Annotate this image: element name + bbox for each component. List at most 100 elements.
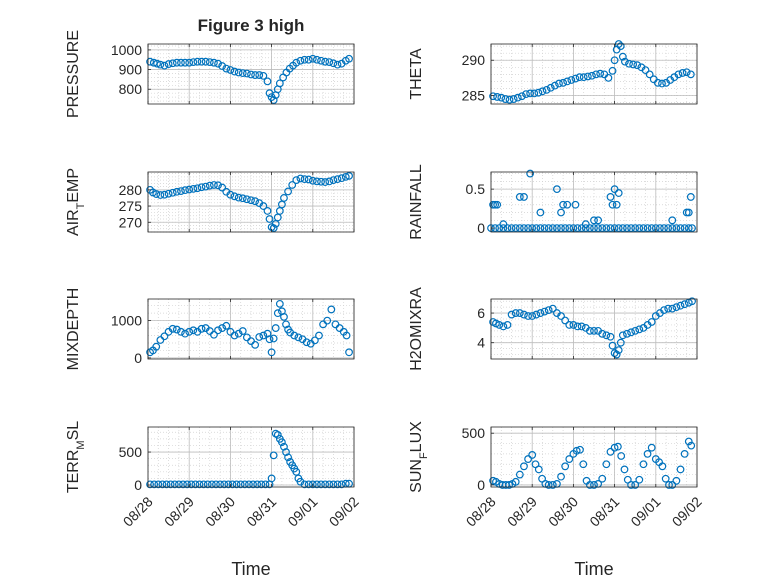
data-point bbox=[664, 304, 673, 313]
data-point bbox=[661, 474, 670, 483]
data-point bbox=[205, 58, 214, 66]
data-point bbox=[606, 193, 615, 201]
y-axis-label: TERRMSL bbox=[65, 421, 87, 493]
data-point bbox=[676, 465, 685, 474]
data-point bbox=[627, 224, 635, 233]
data-point bbox=[345, 348, 353, 357]
data-point bbox=[273, 309, 282, 318]
data-point bbox=[222, 321, 231, 330]
data-point bbox=[536, 208, 545, 217]
data-point bbox=[240, 480, 249, 489]
data-point bbox=[627, 328, 635, 337]
data-point bbox=[269, 224, 278, 233]
data-point bbox=[557, 208, 565, 217]
data-point bbox=[643, 449, 652, 458]
data-point bbox=[152, 342, 161, 351]
data-point bbox=[515, 224, 524, 233]
data-point bbox=[590, 326, 598, 335]
data-point bbox=[674, 70, 683, 79]
data-point bbox=[224, 480, 233, 489]
data-point bbox=[668, 304, 677, 313]
data-point bbox=[602, 460, 611, 469]
data-point bbox=[571, 74, 580, 83]
data-point bbox=[177, 327, 185, 336]
data-point bbox=[610, 56, 619, 65]
data-point bbox=[559, 200, 567, 209]
data-point bbox=[505, 481, 514, 489]
data-point bbox=[581, 224, 590, 233]
data-point bbox=[302, 338, 311, 347]
data-point bbox=[579, 460, 588, 469]
data-point bbox=[174, 480, 183, 489]
y-tick-label: 800 bbox=[119, 81, 143, 97]
data-point bbox=[497, 93, 506, 102]
data-point bbox=[317, 56, 325, 65]
data-point bbox=[532, 310, 541, 319]
data-point bbox=[187, 480, 196, 489]
data-point bbox=[553, 224, 561, 233]
data-point bbox=[345, 171, 353, 180]
x-tick-label: 08/30 bbox=[202, 493, 238, 529]
data-point bbox=[156, 191, 165, 199]
data-point bbox=[507, 224, 516, 233]
data-point bbox=[590, 216, 598, 225]
data-point bbox=[234, 329, 243, 338]
data-point bbox=[300, 175, 309, 184]
data-point bbox=[263, 77, 272, 86]
data-point bbox=[544, 224, 553, 233]
data-point bbox=[627, 481, 635, 489]
data-point bbox=[557, 224, 565, 233]
data-point bbox=[267, 348, 276, 357]
y-axis-label: MIXDEPTH bbox=[65, 288, 82, 371]
data-point bbox=[592, 70, 600, 79]
data-point bbox=[210, 330, 218, 339]
data-point bbox=[214, 181, 222, 190]
data-point bbox=[205, 181, 214, 190]
data-point bbox=[499, 220, 508, 229]
data-point bbox=[185, 327, 194, 336]
data-point bbox=[561, 462, 570, 471]
data-point bbox=[635, 224, 644, 233]
data-point bbox=[342, 331, 351, 340]
data-point bbox=[505, 95, 514, 104]
data-point bbox=[284, 187, 292, 196]
data-point bbox=[645, 70, 654, 79]
x-tick-label: 09/01 bbox=[284, 493, 320, 529]
y-axis-label: AIRTEMP bbox=[65, 168, 87, 236]
data-point bbox=[557, 312, 565, 320]
data-point bbox=[668, 216, 677, 225]
data-point bbox=[684, 224, 693, 233]
data-point bbox=[153, 59, 161, 68]
data-point bbox=[590, 224, 598, 233]
data-point bbox=[160, 332, 169, 341]
data-point bbox=[168, 188, 177, 197]
data-point bbox=[617, 452, 626, 460]
data-point bbox=[658, 462, 667, 471]
data-point bbox=[608, 341, 617, 350]
data-point bbox=[618, 331, 627, 340]
data-point bbox=[581, 220, 590, 229]
data-point bbox=[181, 58, 189, 67]
data-point bbox=[604, 73, 613, 82]
data-point bbox=[606, 332, 615, 341]
data-point bbox=[189, 58, 198, 66]
data-point bbox=[660, 224, 668, 233]
data-point bbox=[251, 340, 260, 349]
y-axis-label: H2OMIXRA bbox=[408, 287, 425, 371]
data-point bbox=[230, 331, 239, 340]
data-point bbox=[292, 58, 301, 67]
y-axis-label: SUNFLUX bbox=[408, 421, 430, 493]
data-point bbox=[292, 176, 301, 185]
data-point bbox=[168, 324, 177, 333]
data-point bbox=[234, 68, 243, 77]
sun-flux-panel: 0 500 SUNFLUX 08/28 08/29 08/30 08/31 09/01 09/0… bbox=[408, 421, 705, 530]
y-tick-label: 0.5 bbox=[466, 181, 486, 197]
data-point bbox=[261, 480, 270, 489]
data-point bbox=[585, 224, 594, 233]
data-point bbox=[154, 480, 163, 489]
data-point bbox=[329, 480, 338, 489]
data-point bbox=[313, 480, 321, 489]
data-point bbox=[625, 59, 633, 68]
data-point bbox=[308, 176, 317, 185]
data-point bbox=[329, 176, 338, 185]
